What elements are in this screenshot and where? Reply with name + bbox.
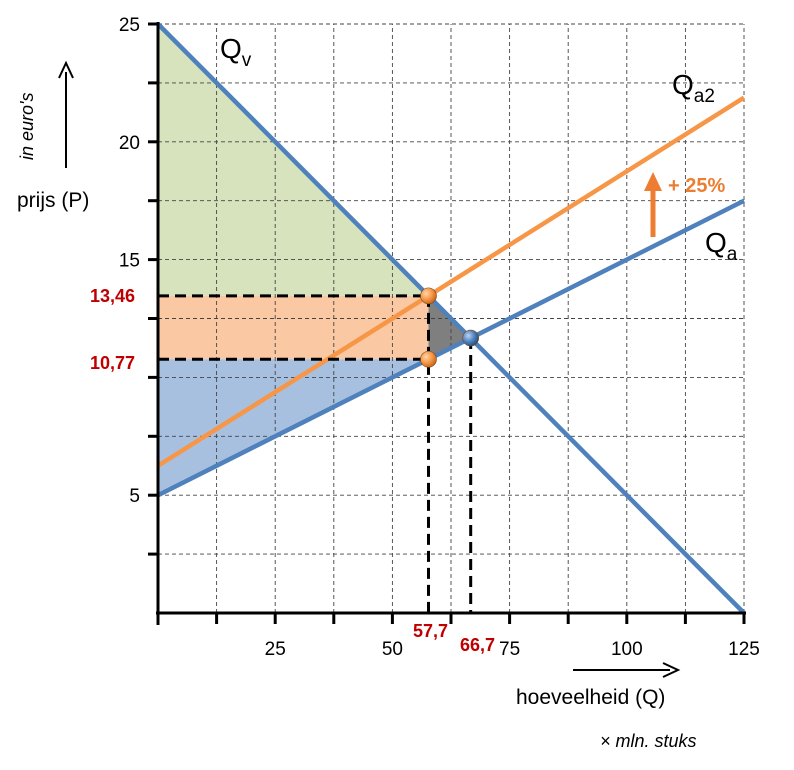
qa2-label: Qa2: [672, 69, 715, 107]
curves: [156, 22, 746, 615]
area-grey: [428, 295, 471, 360]
y-tick-label: 20: [119, 133, 140, 154]
shift-up-arrow-icon: [644, 172, 662, 237]
y-axis-arrow: [58, 60, 74, 168]
curve-Qa: [156, 198, 746, 498]
x-tick-label: 50: [382, 639, 403, 660]
curve-Qa2: [156, 95, 746, 468]
quantity-label-new: 57,7: [413, 621, 448, 641]
equilibrium-points: [420, 287, 479, 368]
axes: 5 15 20 25 25 50 75 100 125: [119, 15, 760, 660]
x-axis-arrow: [573, 662, 681, 678]
grid: [158, 23, 745, 613]
area-orange: [158, 295, 429, 360]
equilibrium-point: [462, 329, 479, 347]
price-label-high: 13,46: [90, 286, 135, 306]
quantity-label-old: 66,7: [460, 635, 495, 655]
x-axis-label: hoeveelheid (Q): [516, 686, 665, 709]
x-tick-label: 75: [499, 639, 520, 660]
equilibrium-point: [420, 287, 437, 305]
price-label-low: 10,77: [90, 353, 135, 373]
qv-label: Qv: [220, 33, 252, 71]
x-tick-label: 100: [611, 639, 643, 660]
qa-label: Qa: [705, 227, 738, 265]
y-axis-label: prijs (P): [17, 189, 89, 212]
x-tick-label: 125: [728, 639, 760, 660]
y-tick-label: 25: [119, 15, 140, 36]
x-axis-unit: × mln. stuks: [600, 731, 697, 751]
equilibrium-point: [420, 350, 437, 368]
y-tick-label: 15: [119, 251, 140, 272]
equilibrium-dashed-lines: [158, 294, 473, 613]
y-tick-label: 5: [129, 486, 140, 507]
y-axis-unit: in euro's: [17, 93, 37, 160]
curve-Qv: [156, 22, 746, 615]
x-tick-label: 25: [265, 639, 286, 660]
shift-label: + 25%: [668, 175, 725, 197]
